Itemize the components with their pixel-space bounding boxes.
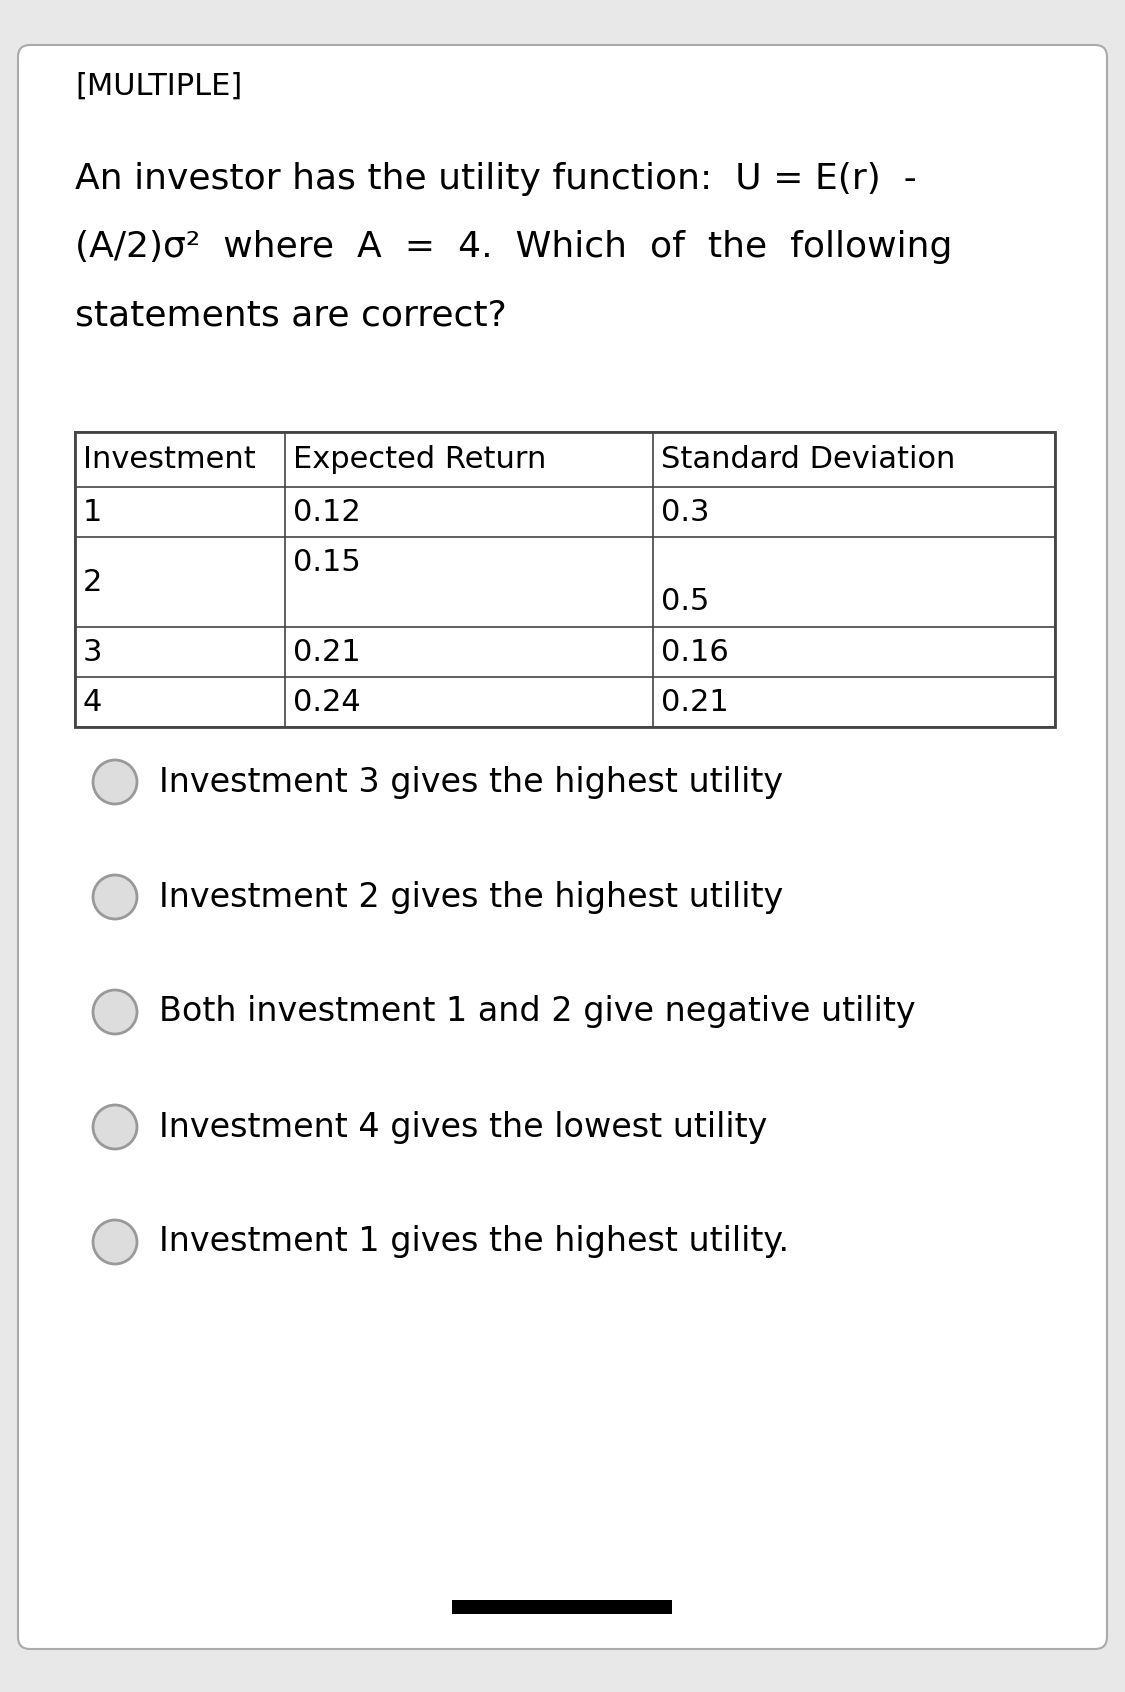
Text: Both investment 1 and 2 give negative utility: Both investment 1 and 2 give negative ut… (159, 995, 916, 1029)
Text: 2: 2 (83, 567, 102, 597)
Text: Investment: Investment (83, 445, 255, 474)
Text: 0.21: 0.21 (662, 687, 729, 716)
Text: Investment 1 gives the highest utility.: Investment 1 gives the highest utility. (159, 1225, 789, 1259)
Text: An investor has the utility function:  U = E(r)  -: An investor has the utility function: U … (75, 162, 917, 196)
FancyBboxPatch shape (18, 46, 1107, 1650)
Text: 0.15: 0.15 (292, 548, 361, 577)
Text: 0.24: 0.24 (292, 687, 361, 716)
Text: 0.21: 0.21 (292, 638, 361, 667)
Bar (75, 431, 1055, 728)
Text: 3: 3 (83, 638, 102, 667)
Text: Expected Return: Expected Return (292, 445, 547, 474)
Text: 0.3: 0.3 (662, 497, 710, 526)
Text: 4: 4 (83, 687, 102, 716)
Text: [MULTIPLE]: [MULTIPLE] (75, 73, 242, 102)
Text: 1: 1 (83, 497, 102, 526)
Circle shape (93, 990, 137, 1034)
Text: statements are correct?: statements are correct? (75, 298, 506, 332)
Text: Investment 4 gives the lowest utility: Investment 4 gives the lowest utility (159, 1110, 767, 1144)
Text: 0.5: 0.5 (662, 587, 710, 616)
Text: 0.16: 0.16 (662, 638, 729, 667)
Bar (452, 1601, 672, 1614)
Text: (A/2)σ²  where  A  =  4.  Which  of  the  following: (A/2)σ² where A = 4. Which of the follow… (75, 230, 953, 264)
Text: Investment 2 gives the highest utility: Investment 2 gives the highest utility (159, 880, 783, 914)
Text: Standard Deviation: Standard Deviation (662, 445, 955, 474)
Circle shape (93, 1220, 137, 1264)
Text: 0.12: 0.12 (292, 497, 361, 526)
Circle shape (93, 875, 137, 919)
Text: Investment 3 gives the highest utility: Investment 3 gives the highest utility (159, 765, 783, 799)
Circle shape (93, 1105, 137, 1149)
Circle shape (93, 760, 137, 804)
